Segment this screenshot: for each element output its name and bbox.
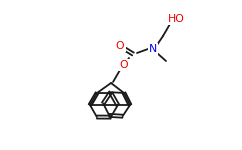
Text: HO: HO	[167, 14, 184, 24]
Text: O: O	[116, 41, 124, 51]
Text: O: O	[120, 60, 128, 70]
Text: N: N	[149, 44, 157, 54]
